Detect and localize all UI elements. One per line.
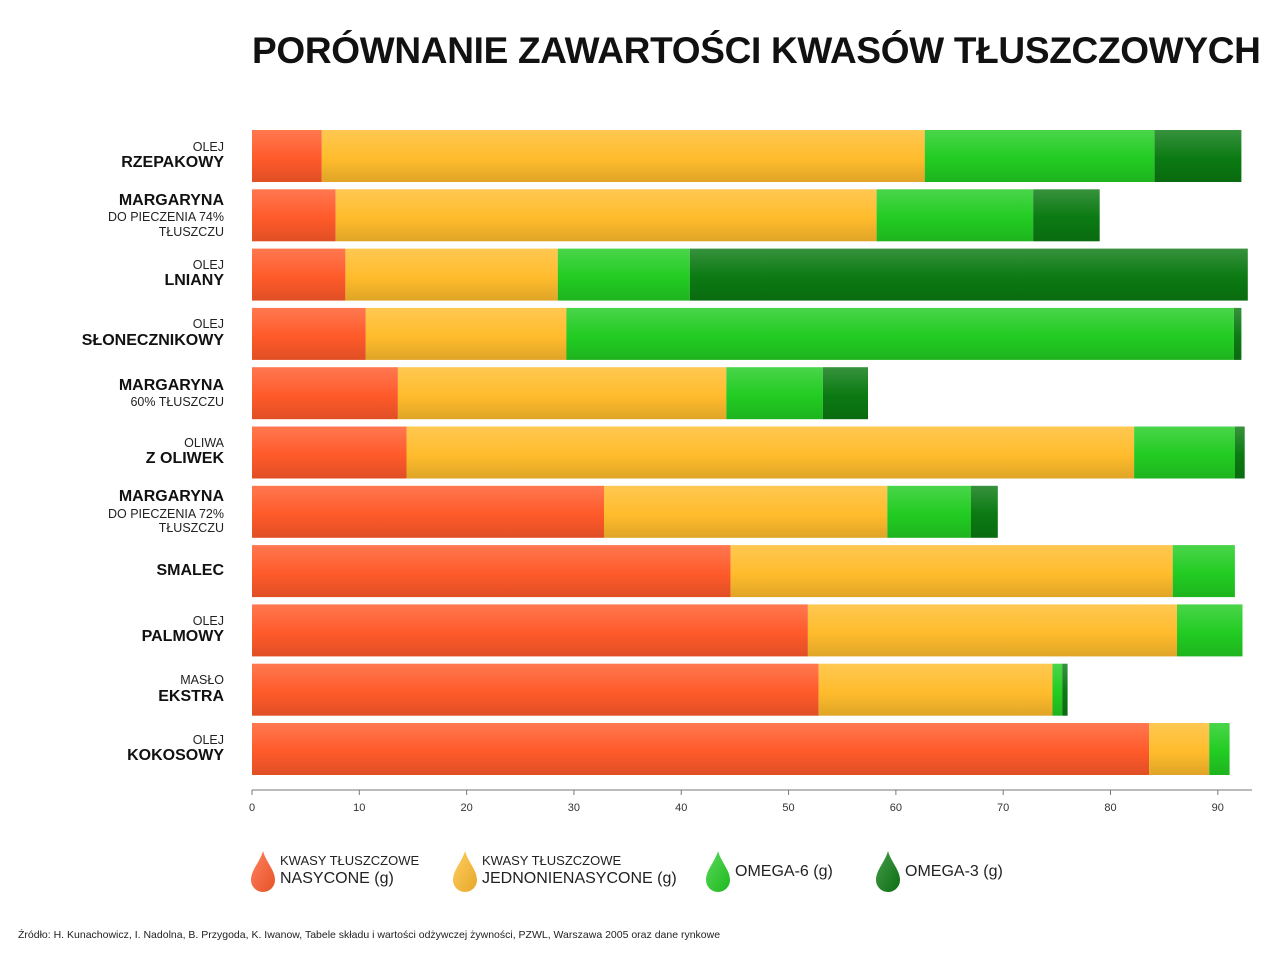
x-tick-label: 90 bbox=[1212, 802, 1224, 814]
category-label: MARGARYNA DO PIECZENIA 72% TŁUSZCZU bbox=[94, 488, 224, 535]
bar-segment-9-3 bbox=[1177, 604, 1243, 657]
bar-segment-8-3 bbox=[1172, 545, 1235, 598]
category-label: MARGARYNA 60% TŁUSZCZU bbox=[94, 377, 224, 410]
legend-label: OMEGA-6 (g) bbox=[735, 863, 833, 880]
category-label-name: RZEPAKOWY bbox=[121, 153, 224, 171]
category-label: SMALEC bbox=[156, 562, 224, 580]
bar-segment-11-1 bbox=[252, 723, 1150, 775]
bar-segment-2-4 bbox=[1033, 189, 1100, 242]
legend-label-line2: NASYCONE (g) bbox=[280, 870, 394, 887]
bar-segment-10-2 bbox=[818, 663, 1053, 716]
category-label-prefix: OLEJ bbox=[192, 732, 224, 747]
chart-title: PORÓWNANIE ZAWARTOŚCI KWASÓW TŁUSZCZOWYC… bbox=[252, 30, 1261, 71]
category-label-name: SMALEC bbox=[156, 562, 224, 580]
bar-segment-5-4 bbox=[822, 367, 868, 420]
category-label: OLEJ LNIANY bbox=[164, 258, 224, 291]
bar-segment-1-4 bbox=[1154, 130, 1242, 182]
bar-segment-10-1 bbox=[252, 663, 819, 716]
category-label: OLIWA Z OLIWEK bbox=[146, 436, 224, 469]
category-label: OLEJ RZEPAKOWY bbox=[121, 140, 224, 173]
category-label: OLEJ PALMOWY bbox=[142, 614, 224, 647]
category-label-prefix: OLEJ bbox=[192, 139, 224, 154]
category-label-prefix: OLEJ bbox=[192, 258, 224, 273]
bar-segment-1-1 bbox=[252, 130, 322, 182]
category-label-suffix: DO PIECZENIA 74% TŁUSZCZU bbox=[107, 210, 224, 239]
category-label: OLEJ SŁONECZNIKOWY bbox=[82, 317, 224, 350]
bar-segment-2-3 bbox=[876, 189, 1034, 242]
category-label-name: PALMOWY bbox=[141, 628, 224, 646]
category-label-name: Z OLIWEK bbox=[145, 450, 224, 468]
bar-segment-2-1 bbox=[252, 189, 336, 242]
drop-icon bbox=[876, 851, 900, 892]
bar-segment-1-2 bbox=[321, 130, 925, 182]
x-tick-label: 20 bbox=[460, 802, 472, 814]
legend-label-line2: JEDNONIENASYCONE (g) bbox=[482, 870, 677, 887]
bar-segment-10-4 bbox=[1062, 663, 1068, 716]
category-label-name: EKSTRA bbox=[158, 687, 224, 705]
x-tick-label: 50 bbox=[782, 802, 794, 814]
category-label-prefix: MASŁO bbox=[180, 673, 224, 688]
drop-icon bbox=[706, 851, 730, 892]
category-label-name: MARGARYNA bbox=[118, 488, 224, 506]
category-label-prefix: OLIWA bbox=[184, 436, 224, 450]
source-note: Źródło: H. Kunachowicz, I. Nadolna, B. P… bbox=[18, 929, 721, 941]
bar-segment-8-1 bbox=[252, 545, 731, 598]
bar-segment-6-1 bbox=[252, 426, 407, 479]
category-label: OLEJ KOKOSOWY bbox=[127, 733, 224, 766]
category-label-name: MARGARYNA bbox=[118, 191, 224, 209]
bar-segment-10-3 bbox=[1052, 663, 1063, 716]
bar-segment-9-1 bbox=[252, 604, 808, 657]
bar-segment-7-4 bbox=[971, 485, 998, 538]
bar-segment-6-4 bbox=[1235, 426, 1245, 479]
bar-segment-5-3 bbox=[726, 367, 823, 420]
category-label-suffix: DO PIECZENIA 72% TŁUSZCZU bbox=[107, 506, 224, 536]
bars-group bbox=[252, 130, 1248, 775]
x-tick-label: 40 bbox=[675, 802, 687, 814]
stacked-bar-chart: 0 10 20 30 40 50 60 70 80 90 bbox=[249, 130, 1252, 814]
bar-segment-1-3 bbox=[924, 130, 1155, 182]
x-tick-label: 70 bbox=[997, 802, 1009, 814]
x-tick-label: 0 bbox=[249, 802, 255, 814]
legend-label-line1: KWASY TŁUSZCZOWE bbox=[280, 853, 420, 868]
bar-segment-5-2 bbox=[397, 367, 727, 420]
category-label-name: SŁONECZNIKOWY bbox=[81, 331, 224, 349]
x-axis: 0 10 20 30 40 50 60 70 80 90 bbox=[249, 789, 1252, 814]
bar-segment-2-2 bbox=[335, 189, 877, 242]
legend-label-line1: KWASY TŁUSZCZOWE bbox=[482, 853, 622, 868]
bar-segment-4-3 bbox=[566, 307, 1234, 360]
category-label-suffix: 60% TŁUSZCZU bbox=[130, 395, 224, 410]
category-label-name: KOKOSOWY bbox=[127, 746, 224, 764]
category-label-name: MARGARYNA bbox=[118, 376, 224, 394]
bar-segment-4-4 bbox=[1233, 307, 1242, 360]
bar-segment-6-3 bbox=[1134, 426, 1235, 479]
bar-segment-6-2 bbox=[406, 426, 1135, 479]
legend-label: OMEGA-3 (g) bbox=[905, 863, 1003, 880]
bar-segment-9-2 bbox=[807, 604, 1178, 657]
legend: KWASY TŁUSZCZOWE NASYCONE (g) KWASY TŁUSZC… bbox=[250, 846, 1050, 902]
bar-segment-3-1 bbox=[252, 248, 346, 301]
drop-icon bbox=[251, 851, 275, 892]
bar-segment-7-1 bbox=[252, 485, 604, 538]
bar-segment-3-3 bbox=[557, 248, 690, 301]
bar-segment-11-3 bbox=[1209, 723, 1230, 775]
bar-segment-4-1 bbox=[252, 307, 366, 360]
bar-segment-4-2 bbox=[365, 307, 567, 360]
category-label-prefix: OLEJ bbox=[192, 317, 224, 332]
bar-segment-8-2 bbox=[730, 545, 1173, 598]
x-tick-label: 60 bbox=[890, 802, 902, 814]
x-tick-label: 30 bbox=[568, 802, 580, 814]
bar-segment-3-4 bbox=[689, 248, 1248, 301]
x-tick-label: 10 bbox=[353, 802, 365, 814]
x-tick-label: 80 bbox=[1104, 802, 1116, 814]
drop-icon bbox=[453, 851, 477, 892]
bar-segment-7-2 bbox=[604, 485, 888, 538]
category-label-prefix: OLEJ bbox=[192, 613, 224, 628]
bar-segment-11-2 bbox=[1149, 723, 1210, 775]
bar-segment-7-3 bbox=[887, 485, 971, 538]
category-label-name: LNIANY bbox=[164, 272, 224, 290]
category-label: MARGARYNA DO PIECZENIA 74% TŁUSZCZU bbox=[94, 192, 224, 239]
bar-segment-3-2 bbox=[345, 248, 558, 301]
bar-segment-5-1 bbox=[252, 367, 398, 420]
category-label: MASŁO EKSTRA bbox=[158, 673, 224, 706]
